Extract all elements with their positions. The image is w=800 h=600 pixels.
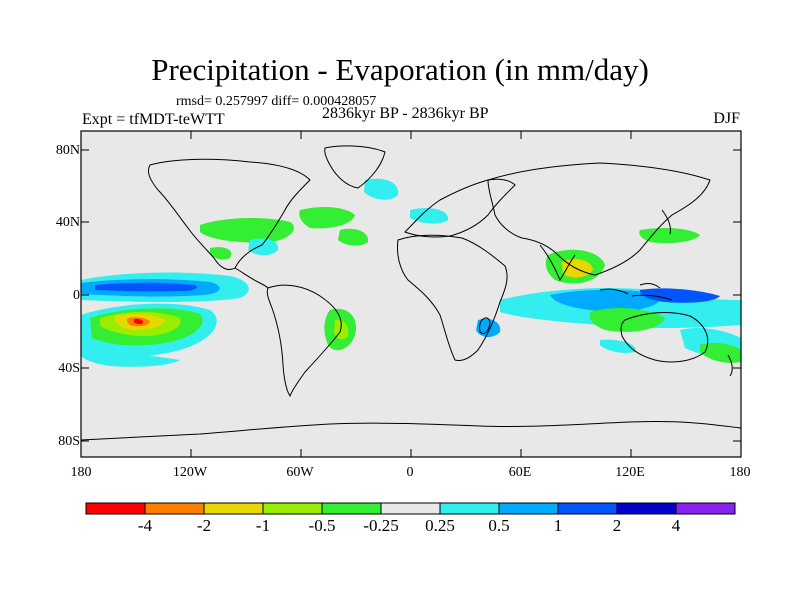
- colorbar-label: 0.25: [425, 516, 455, 535]
- y-tick-label-80s: 80S: [58, 434, 80, 449]
- season-label: DJF: [713, 110, 740, 127]
- colorbar-box: [203, 502, 264, 515]
- plot-title: Precipitation - Evaporation (in mm/day): [151, 52, 649, 87]
- field-south-pacific-cyan-band: [81, 345, 180, 367]
- field-greenland-cyan: [364, 178, 399, 200]
- coast-australia: [620, 312, 709, 363]
- coast-antarctica: [81, 420, 741, 441]
- field-indian-blue: [550, 289, 661, 312]
- coast-central-america: [234, 267, 269, 289]
- x-tick-label-120e: 120E: [615, 465, 645, 480]
- colorbar-label: 4: [671, 516, 681, 535]
- colorbar-label: 1: [553, 516, 563, 535]
- x-tick-label-60w: 60W: [286, 465, 314, 480]
- field-east-pacific-green: [700, 342, 741, 363]
- field-europe-cyan: [410, 208, 449, 224]
- field-madagascar-blue: [476, 318, 501, 338]
- field-na-storm-green: [200, 218, 294, 243]
- coast-madagascar: [479, 317, 491, 335]
- x-tick-label-60e: 60E: [508, 465, 532, 480]
- coast-north-america: [147, 158, 311, 271]
- coast-asia: [487, 162, 711, 276]
- colorbar-box: [85, 502, 146, 515]
- field-north-pacific-green2: [639, 227, 700, 244]
- colorbar-box: [321, 502, 382, 515]
- coast-japan: [661, 209, 671, 235]
- x-ticks: [190, 131, 632, 457]
- colorbar-box: [498, 502, 559, 515]
- field-us-east-cyan: [248, 238, 279, 256]
- colorbar-label: -4: [137, 516, 153, 535]
- field-pacific-itcz-darkblue: [95, 282, 197, 292]
- period-label: 2836kyr BP - 2836kyr BP: [322, 105, 489, 122]
- coast-indonesia: [599, 283, 673, 301]
- colorbar-label: -0.25: [363, 516, 399, 535]
- field-contours: [81, 178, 741, 367]
- x-tick-label-180e: 180: [729, 465, 751, 480]
- coast-south-america: [266, 284, 342, 398]
- field-maritime-darkblue: [640, 288, 720, 303]
- x-tick-label-0: 0: [406, 465, 414, 480]
- colorbar-box: [380, 502, 441, 515]
- field-north-pacific-green: [210, 247, 232, 260]
- colorbar-box: [557, 502, 618, 515]
- x-tick-label-120w: 120W: [172, 465, 208, 480]
- colorbar-label: -0.5: [308, 516, 336, 535]
- coast-new-zealand: [727, 354, 733, 377]
- colorbar-box: [675, 502, 736, 515]
- y-tick-label-40n: 40N: [55, 215, 80, 230]
- y-tick-label-0: 0: [73, 288, 80, 303]
- colorbar-label: -1: [255, 516, 271, 535]
- colorbar-label: 0.5: [488, 516, 510, 535]
- colorbar-label: 2: [612, 516, 622, 535]
- colorbar-label: -2: [196, 516, 212, 535]
- stats-text: rmsd= 0.257997 diff= 0.000428057: [176, 94, 377, 109]
- x-tick-label-180w: 180: [70, 465, 92, 480]
- field-atlantic-green2: [338, 228, 369, 246]
- colorbar-boxes: [85, 502, 736, 515]
- y-tick-label-40s: 40S: [58, 361, 80, 376]
- coast-greenland: [324, 145, 386, 189]
- y-ticks: [81, 149, 741, 442]
- field-atlantic-green: [299, 207, 355, 229]
- coast-africa: [397, 234, 508, 361]
- experiment-label: Expt = tfMDT-teWTT: [82, 111, 225, 128]
- coastlines: [81, 145, 741, 441]
- colorbar-box: [439, 502, 500, 515]
- coast-india: [539, 244, 576, 282]
- y-tick-label-80n: 80N: [55, 143, 80, 158]
- colorbar-box: [616, 502, 677, 515]
- colorbar-box: [144, 502, 205, 515]
- field-spcz-red: [134, 318, 144, 325]
- colorbar-box: [262, 502, 323, 515]
